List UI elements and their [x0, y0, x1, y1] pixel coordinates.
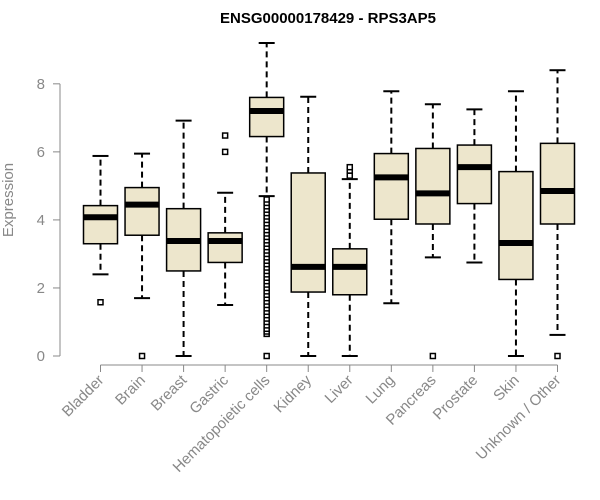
x-tick-label: Prostate	[430, 372, 482, 424]
outlier-point	[554, 352, 561, 360]
boxes	[82, 42, 576, 360]
outlier-point	[138, 352, 146, 360]
y-tick-label: 4	[37, 212, 45, 229]
box-brain	[124, 152, 160, 360]
outlier-point	[429, 352, 437, 360]
box-iqr	[539, 142, 576, 225]
x-tick-label: Skin	[490, 372, 523, 405]
outlier-point	[346, 172, 354, 179]
box-iqr	[332, 248, 368, 296]
y-tick-label: 0	[37, 348, 45, 365]
outlier-point	[221, 132, 229, 139]
outlier-point	[221, 148, 229, 156]
box-breast	[165, 119, 202, 357]
outlier-point	[263, 196, 270, 203]
box-iqr	[248, 96, 285, 138]
box-lung	[373, 90, 410, 305]
y-axis: 0 2 4 6 8	[37, 76, 61, 365]
box-iqr	[415, 147, 451, 225]
box-liver	[332, 163, 368, 357]
outlier-point	[97, 298, 104, 306]
y-tick-label: 2	[37, 280, 45, 297]
x-tick-label: Breast	[148, 371, 191, 414]
box-iqr	[290, 172, 326, 293]
box-gastric	[207, 132, 243, 306]
box-iqr	[207, 232, 243, 264]
box-iqr	[498, 170, 534, 281]
box-iqr	[82, 204, 119, 245]
box-pancreas	[415, 103, 451, 360]
box-iqr	[456, 144, 493, 205]
box-iqr	[124, 186, 160, 236]
y-tick-label: 8	[37, 76, 45, 93]
x-tick-label: Lung	[363, 372, 399, 408]
box-unknown-other	[539, 69, 576, 360]
box-iqr	[373, 152, 410, 220]
box-bladder	[82, 154, 119, 306]
box-prostate	[456, 108, 493, 264]
x-tick-label: Brain	[112, 372, 149, 409]
box-kidney	[290, 95, 326, 357]
x-tick-label: Liver	[322, 372, 357, 407]
y-tick-label: 6	[37, 144, 45, 161]
chart-title: ENSG00000178429 - RPS3AP5	[220, 10, 436, 27]
y-axis-label: Expression	[0, 163, 17, 237]
box-hematopoietic-cells	[248, 42, 285, 360]
x-tick-label: Kidney	[271, 371, 316, 416]
outlier-point	[263, 352, 270, 360]
x-tick-label: Bladder	[59, 372, 108, 421]
outlier-point	[346, 163, 354, 171]
box-skin	[498, 90, 534, 357]
